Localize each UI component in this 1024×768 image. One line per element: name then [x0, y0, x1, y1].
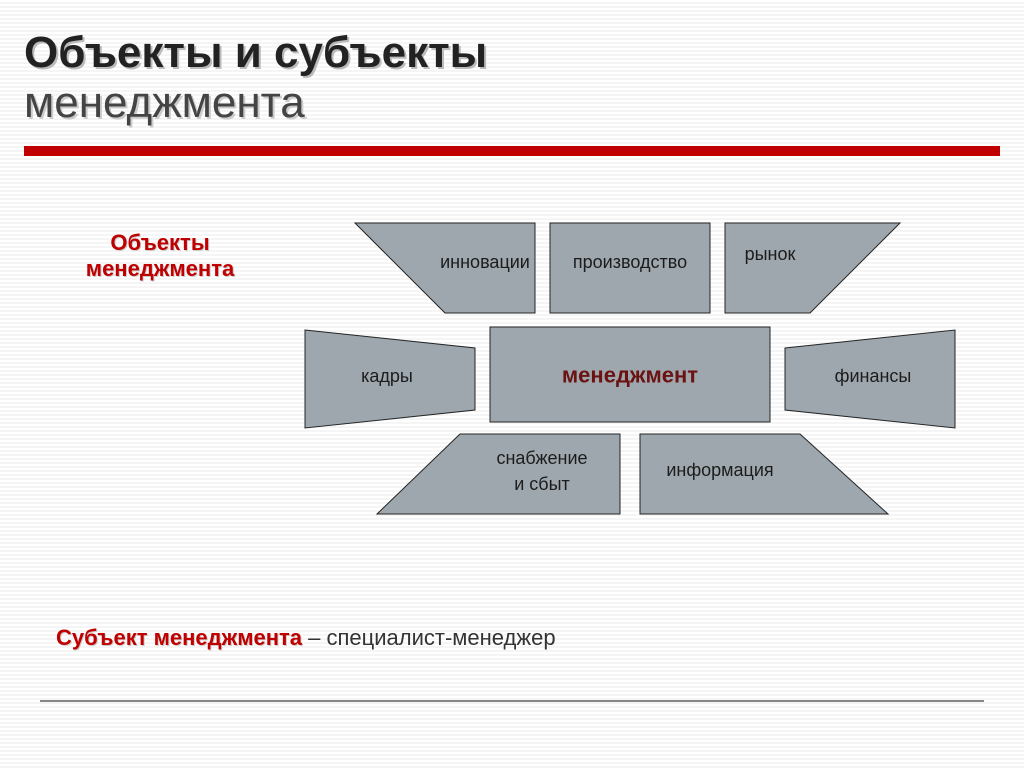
bottom-label-0-l1: снабжение — [496, 448, 587, 468]
title-regular: менеджмента — [24, 78, 305, 127]
title-underline — [24, 146, 1000, 156]
bottom-label-0-l2: и сбыт — [514, 474, 570, 494]
top-label-0: инновации — [440, 252, 530, 272]
objects-label-line1: Объекты — [110, 230, 209, 255]
slide-title: Объекты и субъекты менеджмента — [0, 0, 1024, 136]
objects-label-line2: менеджмента — [86, 256, 234, 281]
bottom-rule — [40, 700, 984, 702]
management-diagram: инновации производство рынок кадры финансы сн… — [290, 200, 970, 560]
title-bold: Объекты и субъекты — [24, 28, 487, 77]
top-shape-2 — [725, 223, 900, 313]
left-label: кадры — [361, 366, 413, 386]
right-label: финансы — [835, 366, 912, 386]
top-label-1: производство — [573, 252, 687, 272]
subject-value: специалист-менеджер — [326, 625, 555, 650]
top-label-2: рынок — [745, 244, 796, 264]
bottom-shape-0 — [377, 434, 620, 514]
center-label: менеджмент — [562, 363, 698, 388]
objects-label: Объекты менеджмента — [60, 230, 260, 282]
subject-dash: – — [302, 625, 326, 650]
subject-label: Субъект менеджмента — [56, 625, 302, 650]
subject-line: Субъект менеджмента – специалист-менедже… — [56, 625, 556, 651]
bottom-label-1-l1: информация — [666, 460, 773, 480]
